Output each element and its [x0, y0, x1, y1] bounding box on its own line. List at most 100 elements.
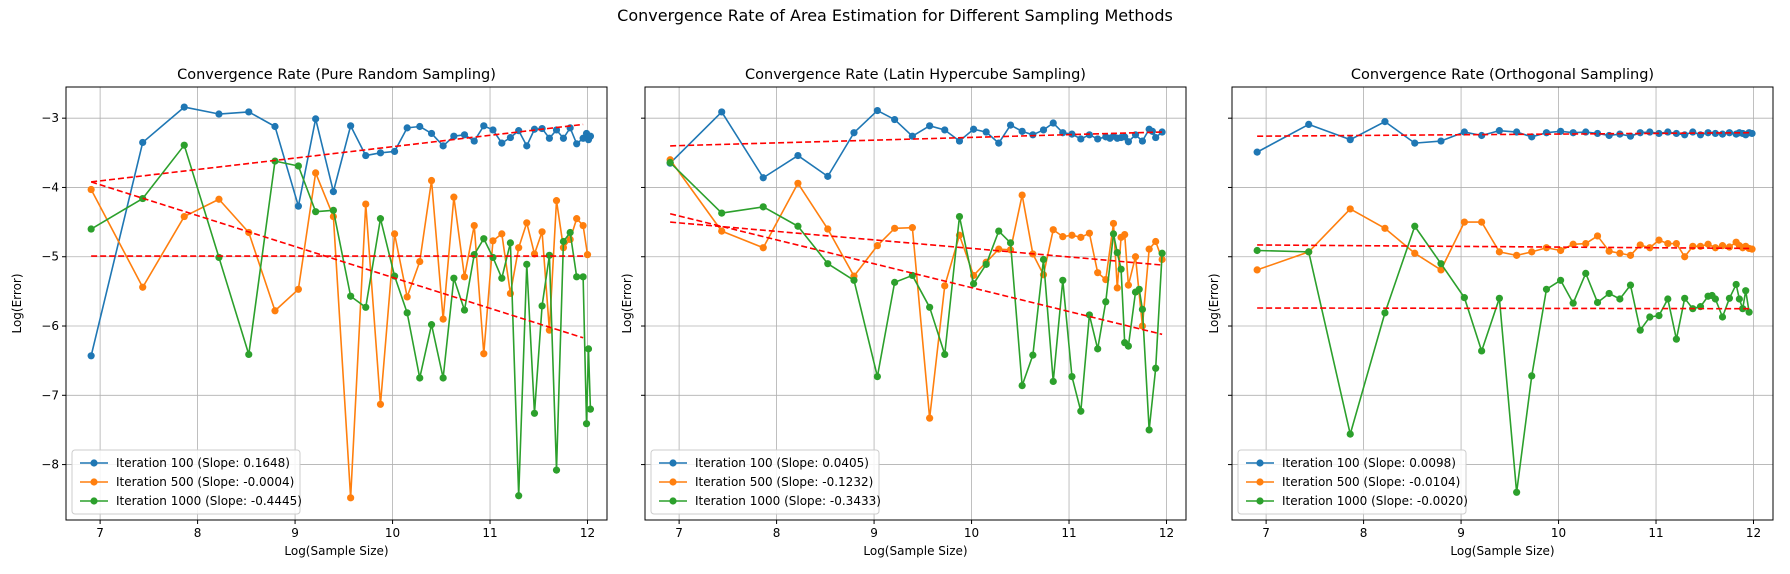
x-tick-label: 8: [773, 526, 781, 540]
data-point-iter1000: [1593, 298, 1602, 307]
data-point-iter1000: [1718, 313, 1727, 321]
legend-marker-iter500: [1256, 478, 1264, 486]
data-point-iter1000: [1437, 260, 1445, 268]
data-point-iter1000: [1109, 230, 1118, 238]
data-point-iter100: [530, 125, 539, 133]
data-point-iter500: [579, 221, 587, 230]
data-point-iter1000: [794, 222, 802, 230]
data-point-iter100: [1556, 127, 1565, 135]
axes-frame: [65, 86, 608, 521]
data-point-iter1000: [1152, 364, 1160, 372]
series-line-iter1000: [669, 161, 1163, 431]
data-point-iter100: [926, 122, 934, 130]
legend-label-iter100: Iteration 100 (Slope: 0.0098): [1282, 456, 1456, 470]
x-axis-label: Log(Sample Size): [1450, 544, 1554, 558]
data-point-iter500: [552, 197, 561, 205]
data-point-iter1000: [329, 206, 337, 214]
legend: Iteration 100 (Slope: 0.1648) Iteration 5…: [71, 449, 302, 515]
legend-marker-iter100: [90, 459, 98, 467]
data-point-iter1000: [1732, 280, 1740, 289]
legend-marker-iter1000: [669, 497, 677, 505]
legend-label-iter100: Iteration 100 (Slope: 0.1648): [116, 456, 290, 470]
data-point-iter100: [1542, 129, 1551, 137]
data-point-iter1000: [1059, 276, 1067, 284]
data-point-iter100: [1478, 131, 1486, 140]
data-point-iter100: [955, 137, 964, 145]
data-point-iter500: [515, 244, 523, 252]
data-point-iter500: [390, 230, 399, 238]
data-point-iter1000: [347, 292, 355, 300]
data-point-iter1000: [559, 237, 568, 246]
data-point-iter100: [718, 108, 726, 116]
data-point-iter500: [1689, 242, 1697, 250]
data-point-iter100: [245, 108, 253, 116]
data-point-iter1000: [1745, 308, 1753, 316]
data-point-iter500: [1513, 251, 1521, 259]
data-point-iter100: [1124, 138, 1132, 146]
data-point-iter500: [427, 176, 436, 185]
data-point-iter500: [891, 224, 899, 232]
data-point-iter1000: [1253, 246, 1261, 255]
data-point-iter1000: [480, 235, 488, 243]
data-point-iter500: [523, 219, 531, 227]
data-point-iter500: [1681, 253, 1689, 261]
data-point-iter500: [1109, 219, 1118, 228]
axes-frame: [644, 86, 1187, 521]
data-point-iter1000: [312, 208, 320, 216]
data-point-iter500: [1636, 241, 1644, 249]
data-point-iter1000: [1124, 342, 1132, 350]
data-point-iter1000: [582, 420, 591, 428]
data-point-iter1000: [891, 278, 899, 286]
data-point-iter1000: [1725, 294, 1734, 302]
data-point-iter500: [1672, 239, 1680, 248]
data-point-iter500: [1152, 237, 1160, 246]
data-point-iter500: [1495, 248, 1503, 256]
data-point-iter100: [506, 133, 514, 142]
legend-label-iter1000: Iteration 1000 (Slope: -0.3433): [695, 494, 881, 508]
legend-label-iter1000: Iteration 1000 (Slope: -0.0020): [1282, 494, 1468, 508]
data-point-iter1000: [666, 158, 674, 167]
data-point-iter1000: [1495, 294, 1503, 302]
data-point-iter1000: [403, 309, 411, 317]
data-point-iter1000: [566, 228, 574, 237]
fit-line-iter100: [670, 131, 1163, 147]
y-axis-label: Log(Error): [1207, 273, 1221, 333]
data-point-iter100: [1029, 131, 1037, 139]
data-point-iter500: [498, 230, 506, 238]
data-point-iter1000: [1135, 285, 1143, 293]
data-point-iter1000: [1636, 326, 1644, 334]
data-point-iter500: [908, 224, 916, 232]
data-point-iter1000: [1655, 312, 1663, 320]
data-point-iter100: [1346, 136, 1354, 144]
data-point-iter1000: [523, 260, 531, 268]
data-point-iter100: [891, 115, 899, 124]
x-tick-label: 11: [1061, 526, 1076, 540]
data-point-iter1000: [926, 303, 934, 311]
panel-orthogonal: 7 8 9 10 11 12 Convergence Rate (Orthogonal Sa…: [1207, 67, 1774, 558]
panel-title: Convergence Rate (Latin Hypercube Sampli…: [745, 67, 1086, 83]
series-line-iter100: [90, 106, 592, 356]
data-point-iter500: [480, 350, 488, 358]
data-point-iter1000: [718, 209, 726, 217]
data-point-iter100: [1528, 133, 1536, 141]
x-tick-label: 9: [870, 526, 878, 540]
fit-line-iter1000: [1257, 307, 1750, 310]
series-line-iter500: [669, 159, 1163, 419]
data-point-iter1000: [1346, 430, 1354, 438]
data-point-iter1000: [1158, 249, 1166, 257]
legend-label-iter500: Iteration 500 (Slope: -0.0104): [1282, 475, 1460, 489]
data-point-iter100: [1437, 137, 1445, 145]
data-point-iter100: [1569, 129, 1577, 137]
data-point-iter500: [1131, 253, 1140, 261]
data-point-iter500: [1253, 266, 1261, 274]
data-point-iter1000: [87, 225, 95, 233]
data-point-iter1000: [1739, 305, 1747, 313]
data-point-iter1000: [515, 492, 523, 500]
data-point-iter1000: [1113, 248, 1121, 257]
data-point-iter100: [982, 128, 990, 136]
data-point-iter100: [1381, 118, 1389, 126]
data-point-iter100: [1253, 148, 1261, 156]
data-point-iter1000: [941, 350, 949, 359]
data-point-iter500: [538, 228, 546, 236]
data-point-iter100: [850, 129, 858, 137]
